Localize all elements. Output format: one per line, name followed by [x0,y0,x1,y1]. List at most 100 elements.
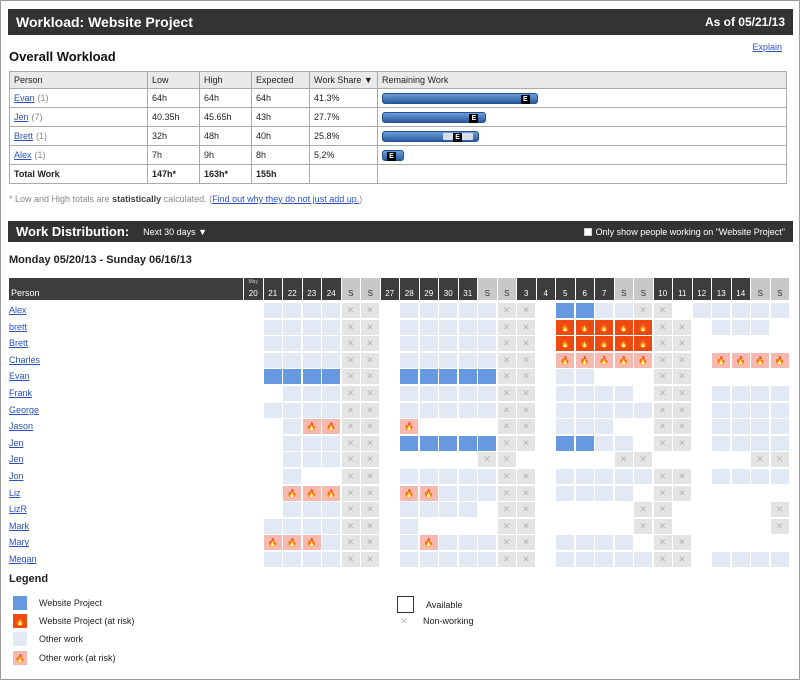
non-working-cell: ✕ [517,386,535,401]
non-working-cell: ✕ [341,435,360,451]
x-icon: ✕ [346,487,355,498]
other-work-cell [322,336,340,352]
x-icon: ✕ [366,520,374,531]
other-work-cell [595,303,613,318]
website-project-cell [263,369,282,385]
x-icon: ✕ [522,388,530,398]
x-icon: ✕ [522,487,530,498]
non-working-cell: ✕ [653,402,672,418]
fire-icon: 🔥 [306,422,317,432]
x-icon: ✕ [366,504,374,515]
share-cell: 27.7% [309,107,378,127]
x-icon: ✕ [678,321,686,332]
x-icon: ✕ [678,354,686,365]
date-range-title: Monday 05/20/13 - Sunday 06/16/13 [9,254,192,266]
other-work-cell [595,402,613,418]
day-label: 12 [697,289,707,298]
date-range-dropdown[interactable]: Next 30 days ▼ [143,226,208,237]
other-work-cell [439,535,457,551]
person-row-name[interactable]: Evan [9,371,30,382]
person-row-name[interactable]: Brett [9,338,29,349]
x-icon: ✕ [522,471,530,481]
website-project-cell [458,435,477,451]
person-row-name[interactable]: George [9,404,40,415]
x-icon: ✕ [366,471,374,481]
x-icon: ✕ [346,471,355,481]
x-icon: ✕ [346,437,355,448]
other-work-cell [770,469,789,484]
person-row-name[interactable]: Megan [9,554,37,564]
col-remaining-work[interactable]: Remaining Work [377,71,787,89]
x-icon: ✕ [346,371,355,382]
person-row-name[interactable]: Jen [9,437,24,448]
x-icon: ✕ [346,388,355,398]
high-cell: 45.65h [199,107,252,127]
fire-icon: 🔥 [774,355,785,365]
other-work-cell [458,386,477,401]
other-work-cell [575,469,594,484]
other-work-at-risk-cell: 🔥 [575,352,594,368]
other-work-cell [692,303,711,318]
person-row-name[interactable]: LizR [9,504,28,515]
non-working-cell: ✕ [341,535,360,551]
non-working-cell: ✕ [517,303,535,318]
person-row-name[interactable]: Jason [9,421,34,432]
x-icon: ✕ [502,471,511,481]
non-working-cell: ✕ [653,469,672,484]
x-icon: ✕ [346,354,355,365]
person-link[interactable]: Brett [14,131,34,141]
day-header: 21 [263,278,282,300]
col-expected[interactable]: Expected [251,71,310,89]
col-work-share[interactable]: Work Share ▼ [309,71,378,89]
other-work-cell [283,435,301,451]
col-low[interactable]: Low [147,71,200,89]
person-row-name[interactable]: Jon [9,471,24,481]
x-icon: ✕ [522,437,530,448]
website-project-swatch [13,596,27,610]
person-row-name[interactable]: Charles [9,354,41,365]
person-link[interactable]: Jen [14,112,29,122]
other-work-cell [595,485,613,501]
x-icon: ✕ [346,321,355,332]
other-work-cell [751,402,769,418]
person-row-name[interactable]: Alex [9,305,27,315]
other-work-cell [458,352,477,368]
other-work-cell [439,502,457,518]
x-icon: ✕ [522,421,530,432]
person-row-name[interactable]: Mary [9,537,29,548]
non-working-cell: ✕ [653,419,672,435]
person-link[interactable]: Alex [14,150,32,160]
x-icon: ✕ [502,421,511,432]
fire-icon: 🔥 [599,339,609,349]
person-row-name[interactable]: Frank [9,388,33,398]
non-working-cell: ✕ [361,352,379,368]
explain-link[interactable]: Explain [752,42,782,52]
fire-icon: 🔥 [579,355,590,365]
task-count: (1) [36,131,48,141]
person-link[interactable]: Evan [14,93,35,103]
other-work-cell [458,402,477,418]
x-icon: ✕ [502,520,511,531]
only-show-checkbox[interactable]: Only show people working on "Website Pro… [583,227,785,237]
person-row-name[interactable]: Jen [9,454,24,465]
person-row-name[interactable]: brett [9,321,28,332]
col-person[interactable]: Person [9,71,148,89]
day-header: 7 [595,278,614,300]
person-row-name[interactable]: Liz [9,487,21,498]
checkbox-box[interactable] [583,227,592,236]
x-icon: ✕ [658,554,667,564]
x-icon: ✕ [502,338,511,349]
other-work-cell [575,369,594,385]
expected-cell: 64h [251,88,310,108]
find-out-why-link[interactable]: Find out why they do not just add up. [212,194,360,204]
other-work-cell [439,402,457,418]
other-work-cell [322,402,340,418]
other-work-cell [731,386,750,401]
x-icon: ✕ [366,354,374,365]
person-row-name[interactable]: Mark [9,520,29,531]
remaining-work-track: E [382,130,782,142]
other-work-cell [322,435,340,451]
day-header: S [751,278,770,300]
x-icon: ✕ [756,454,764,465]
col-high[interactable]: High [199,71,252,89]
